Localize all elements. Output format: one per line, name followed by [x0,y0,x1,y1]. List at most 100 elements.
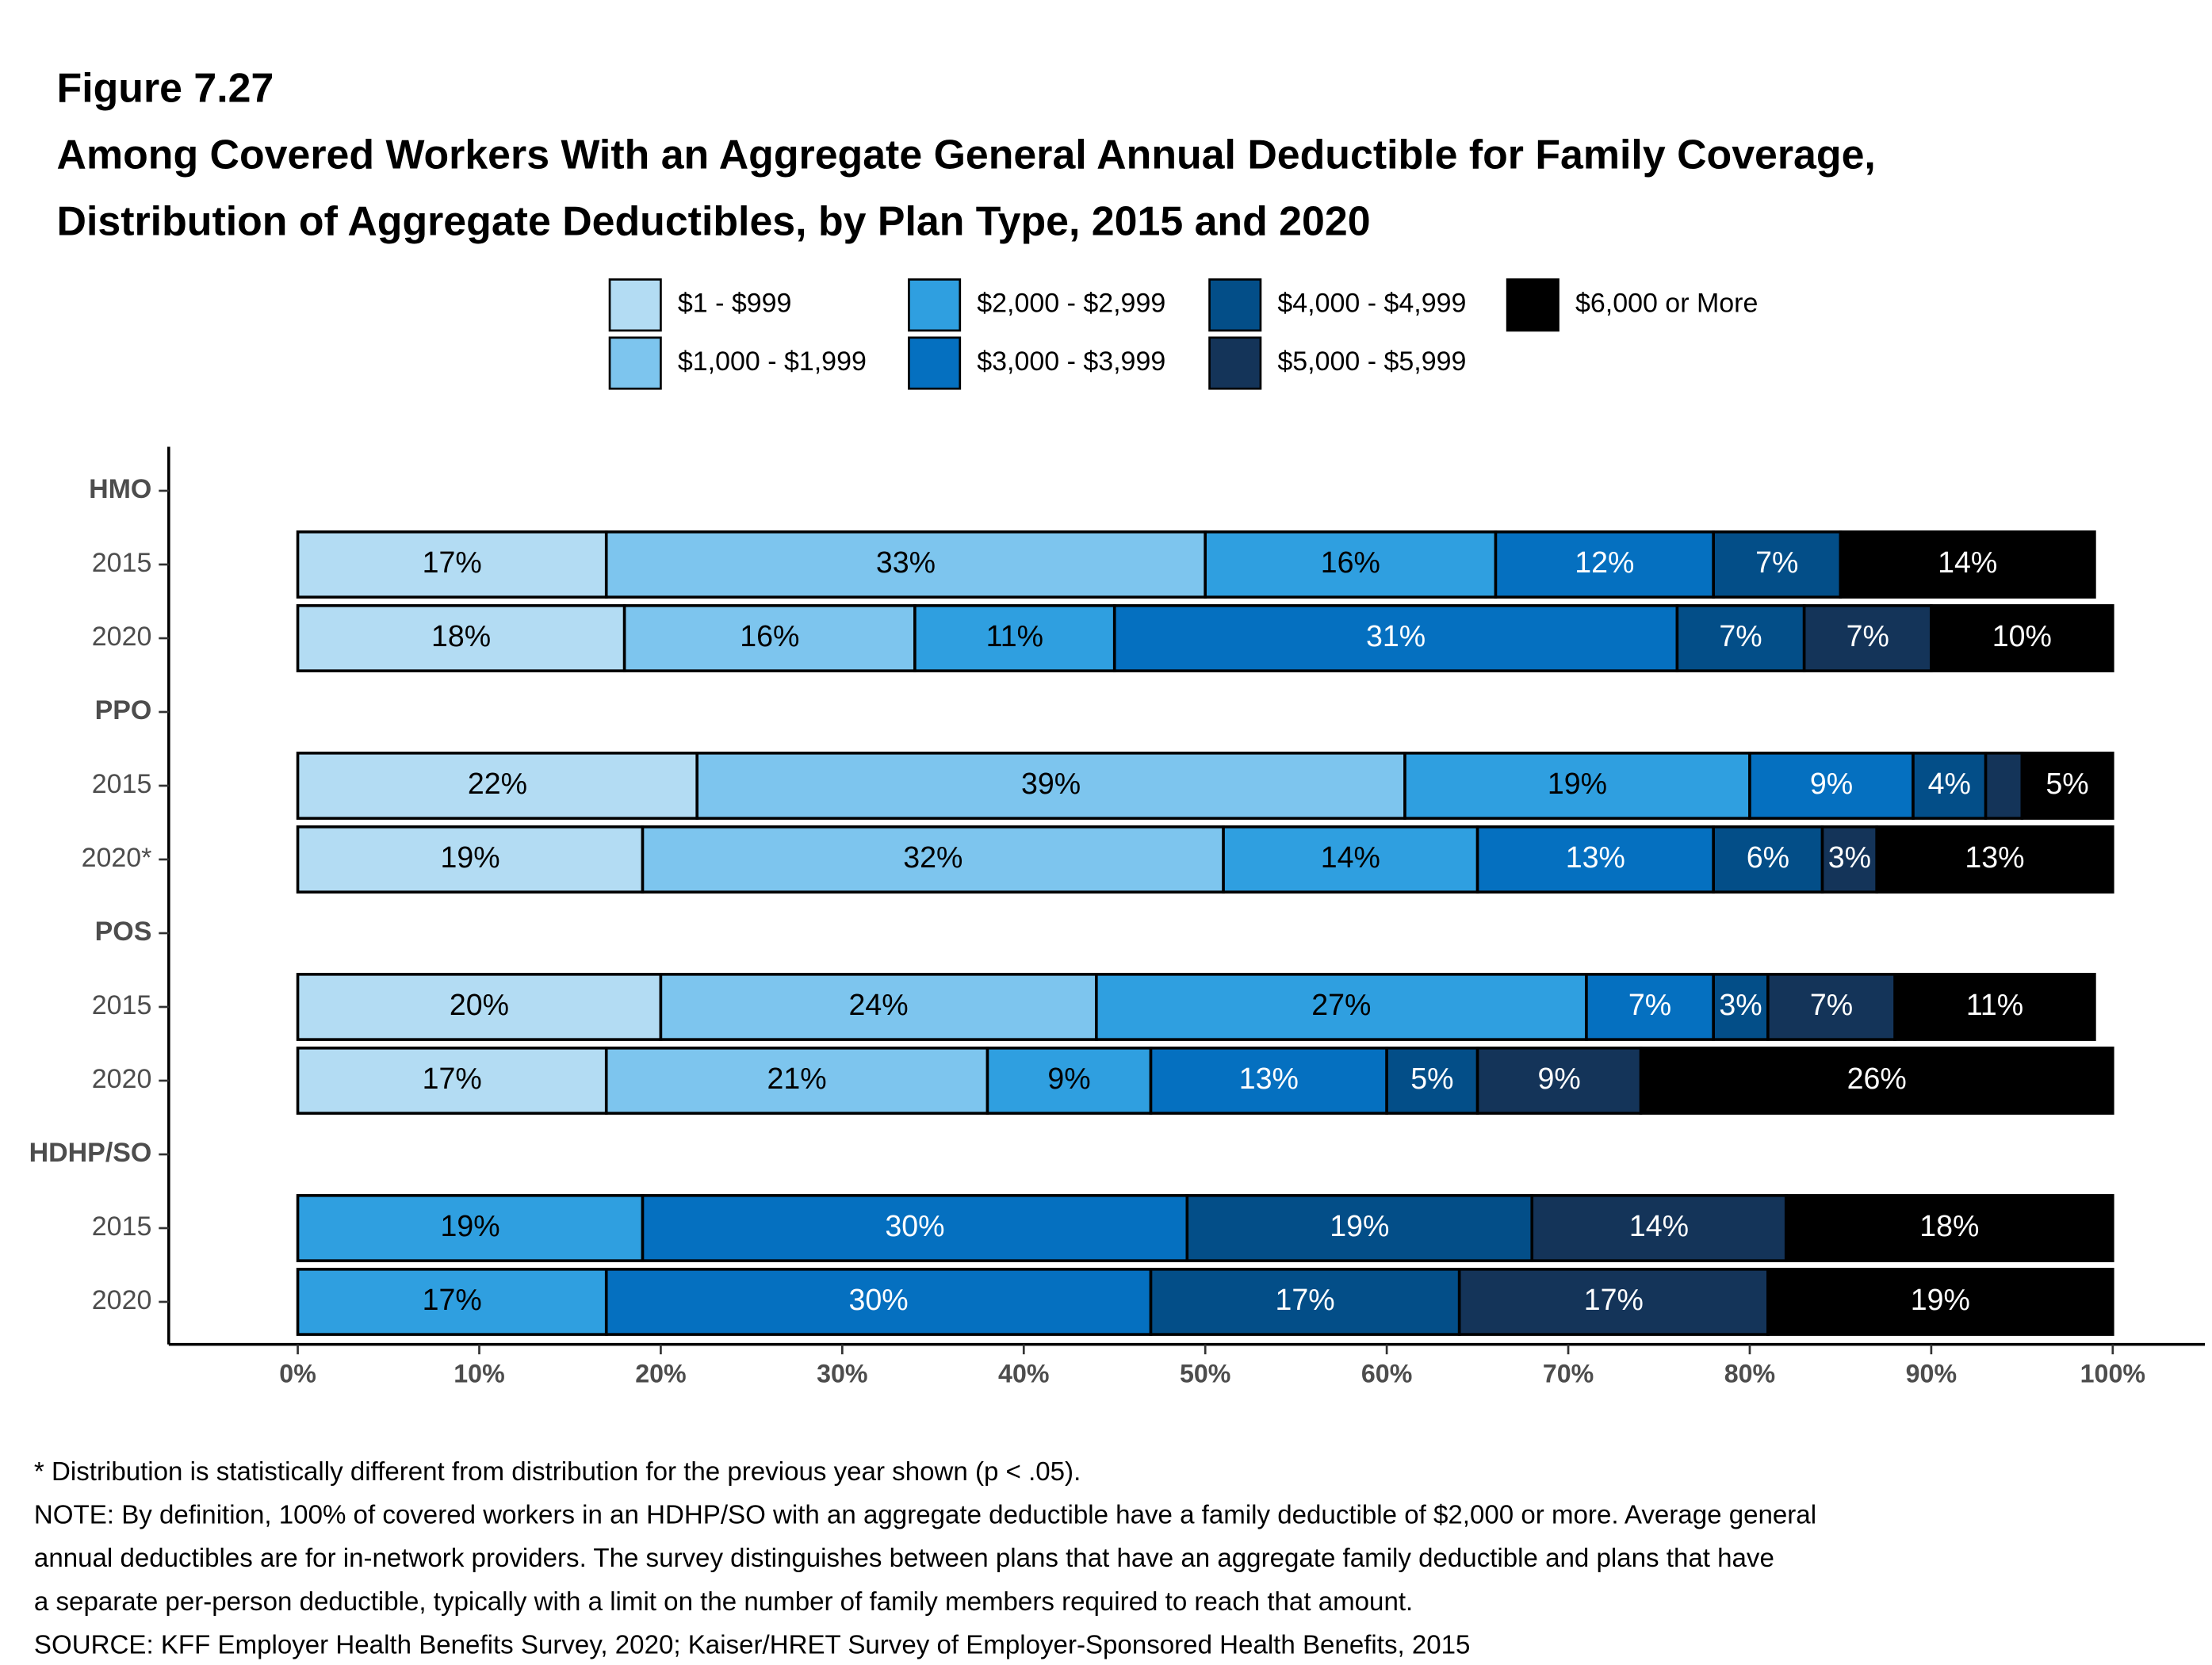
data-label: 17% [423,1283,482,1316]
bar-segment [1494,530,1715,599]
data-label: 4% [1928,767,1971,800]
y-tick-label: 2015 [92,548,152,578]
bar-segment [1712,825,1824,894]
data-label: 33% [876,545,936,579]
legend-label: $2,000 - $2,999 [977,289,1165,319]
data-label: 17% [1584,1283,1644,1316]
data-label: 14% [1321,840,1380,874]
bar-segment [641,825,1225,894]
legend-label: $4,000 - $4,999 [1277,289,1466,319]
legend-swatch [608,336,662,390]
legend-label: $5,000 - $5,999 [1277,346,1466,377]
bar-segment [604,1047,989,1115]
data-label: 19% [440,1209,499,1242]
data-label: 14% [1629,1209,1689,1242]
data-label: 5% [2046,767,2088,800]
data-label: 14% [1938,545,1997,579]
bar-segment [1984,752,2024,820]
bar-segment [1385,1047,1479,1115]
data-label: 16% [1321,545,1380,579]
data-label: 30% [849,1283,909,1316]
data-label: 21% [767,1062,827,1095]
data-label: 20% [450,988,509,1021]
data-label: 13% [1965,840,2024,874]
data-label: 31% [1366,619,1426,653]
bar-segment [1675,604,1806,672]
legend-swatch [1506,278,1559,332]
x-tick-label: 0% [279,1359,316,1388]
data-label: 11% [986,619,1043,653]
legend-label: $1,000 - $1,999 [678,346,867,377]
bar-segment [913,604,1116,672]
bar-segment [1112,604,1679,672]
data-label: 9% [1810,767,1853,800]
data-label: 13% [1566,840,1625,874]
x-tick-label: 80% [1724,1359,1775,1388]
y-tick-label: 2020* [82,843,152,873]
data-label: 26% [1847,1062,1907,1095]
bar-segment [296,752,698,820]
data-label: 5% [1410,1062,1453,1095]
bar-segment [1930,604,2114,672]
footnote: annual deductibles are for in-network pr… [34,1544,1774,1573]
data-label: 3% [1719,988,1762,1021]
data-label: 27% [1311,988,1371,1021]
group-label: POS [95,917,152,947]
chart-title: Among Covered Workers With an Aggregate … [57,131,1876,177]
legend-swatch [908,336,962,390]
bar-segment [1457,1268,1770,1336]
bar-segment [1475,1047,1643,1115]
data-label: 19% [440,840,499,874]
data-label: 3% [1828,840,1871,874]
bar-segment [2020,752,2114,820]
bar-segment [695,752,1406,820]
group-label: HMO [89,474,151,504]
y-tick-label: 2020 [92,1285,152,1315]
bar-segment [659,973,1098,1041]
footnote: NOTE: By definition, 100% of covered wor… [34,1501,1816,1530]
bar-segment [1149,1268,1461,1336]
data-label: 32% [903,840,962,874]
data-label: 7% [1628,988,1671,1021]
data-label: 18% [1919,1209,1979,1242]
data-label: 19% [1330,1209,1389,1242]
bar-segment [1839,530,2096,599]
bar-segment [296,1047,608,1115]
y-tick-label: 2015 [92,769,152,799]
legend-swatch [608,278,662,332]
data-label: 22% [468,767,527,800]
group-label: HDHP/SO [29,1138,152,1168]
x-tick-label: 30% [817,1359,867,1388]
data-label: 18% [431,619,491,653]
data-label: 7% [1847,619,1889,653]
bar-segment [1766,1268,2114,1336]
data-label: 30% [885,1209,944,1242]
chart-title: Distribution of Aggregate Deductibles, b… [57,197,1371,243]
x-tick-label: 90% [1906,1359,1957,1388]
data-label: 7% [1810,988,1853,1021]
figure-label: Figure 7.27 [57,64,274,110]
data-label: 39% [1021,767,1081,800]
y-tick-label: 2015 [92,990,152,1020]
data-label: 17% [423,545,482,579]
bar-segment [1149,1047,1388,1115]
data-label: 9% [1047,1062,1090,1095]
legend-swatch [908,278,962,332]
bar-segment [641,1194,1189,1262]
data-label: 24% [849,988,909,1021]
bar-segment [296,1268,608,1336]
legend-label: $6,000 or More [1575,289,1758,319]
footnote: a separate per-person deductible, typica… [34,1587,1413,1617]
data-label: 6% [1747,840,1789,874]
legend-label: $1 - $999 [678,289,792,319]
footnote: SOURCE: KFF Employer Health Benefits Sur… [34,1630,1471,1659]
data-label: 7% [1755,545,1798,579]
bar-segment [1222,825,1479,894]
data-label: 17% [423,1062,482,1095]
data-label: 7% [1719,619,1762,653]
legend-swatch [1208,336,1262,390]
bar-segment [1095,973,1588,1041]
footnote: * Distribution is statistically differen… [34,1457,1081,1487]
data-label: 17% [1276,1283,1335,1316]
